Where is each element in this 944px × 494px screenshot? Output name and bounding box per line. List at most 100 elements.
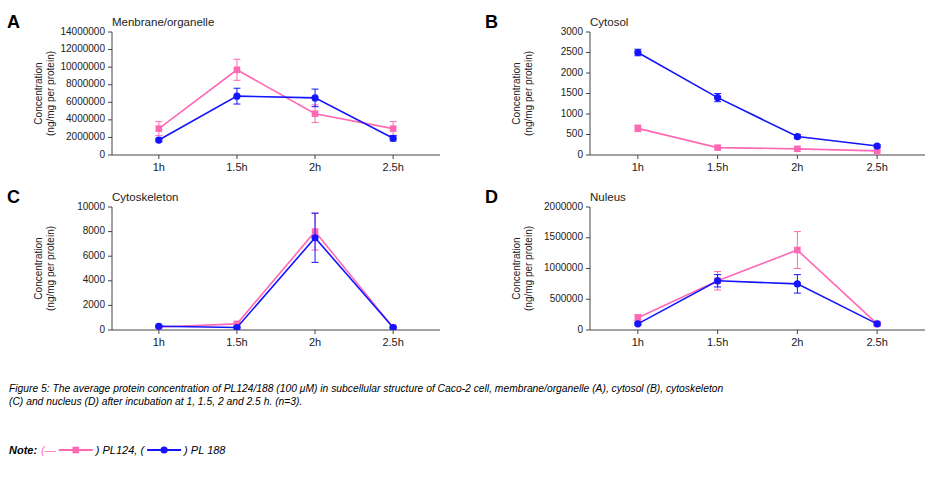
x-tick	[158, 155, 159, 159]
marker	[794, 280, 801, 287]
y-tick-label: 3000	[561, 26, 584, 37]
y-tick-label: 2000	[561, 67, 584, 78]
marker	[156, 324, 163, 330]
error-bar	[714, 94, 721, 102]
x-tick	[717, 330, 718, 334]
panel-title: Menbrane/organelle	[112, 16, 214, 28]
x-tick	[236, 155, 237, 159]
y-axis-label-line: (ng/mg per protein)	[523, 51, 534, 136]
x-tick-label: 1.5h	[707, 336, 728, 348]
marker	[714, 278, 721, 285]
marker	[874, 321, 881, 328]
y-axis-line	[112, 207, 113, 330]
y-tick-label: 0	[577, 149, 583, 160]
y-tick	[586, 155, 590, 156]
legend-marker	[72, 447, 79, 454]
marker	[714, 144, 721, 151]
x-tick	[236, 330, 237, 334]
y-tick	[108, 256, 112, 257]
y-tick-label: 12000000	[61, 43, 106, 54]
marker	[634, 320, 641, 327]
legend-marker	[160, 446, 167, 453]
y-tick-label: 10000	[77, 201, 105, 212]
plot-area	[155, 59, 396, 143]
x-axis-line	[590, 330, 925, 331]
marker	[794, 247, 801, 254]
x-tick-label: 1h	[632, 336, 644, 348]
y-tick	[108, 305, 112, 306]
marker	[156, 125, 163, 132]
y-tick	[586, 32, 590, 33]
x-axis-line	[112, 155, 440, 156]
plot-area	[634, 232, 880, 328]
x-tick	[797, 330, 798, 334]
marker	[311, 234, 318, 241]
y-tick-label: 1500	[561, 87, 584, 98]
panel-label: C	[7, 187, 20, 207]
marker	[390, 324, 397, 330]
y-tick	[108, 155, 112, 156]
error-bar	[794, 275, 801, 293]
note-text: ) PL 188	[182, 444, 226, 456]
series-line	[638, 250, 877, 324]
y-axis-label-line: Concentration	[33, 237, 44, 299]
panel-label: B	[485, 12, 498, 32]
panel-label: D	[485, 187, 498, 207]
plot-area	[155, 213, 396, 330]
x-tick-label: 1h	[153, 336, 165, 348]
x-tick-label: 2h	[309, 336, 321, 348]
error-bar	[233, 59, 240, 80]
y-tick-label: 500000	[550, 293, 584, 304]
marker	[312, 110, 319, 117]
y-tick	[108, 67, 112, 68]
y-axis-line	[112, 32, 113, 155]
error-bar	[312, 213, 319, 262]
marker	[155, 323, 162, 330]
panel-title: Cytosol	[590, 16, 628, 28]
y-tick	[108, 32, 112, 33]
series-line	[159, 238, 393, 328]
y-tick	[586, 299, 590, 300]
marker	[233, 93, 240, 100]
x-tick-label: 1.5h	[226, 336, 247, 348]
series-line	[638, 53, 877, 146]
marker	[233, 324, 240, 330]
x-tick	[637, 330, 638, 334]
error-bar	[312, 89, 319, 107]
x-tick	[393, 330, 394, 334]
y-tick	[108, 49, 112, 50]
note-text: (—	[41, 444, 57, 456]
panel-title: Cytoskeleton	[112, 191, 178, 203]
y-axis-label-line: Concentration	[33, 62, 44, 124]
y-axis-label: Concentration(ng/mg per protein)	[511, 226, 534, 311]
y-tick-label: 500	[566, 128, 583, 139]
y-tick-label: 2000	[83, 299, 106, 310]
x-tick	[393, 155, 394, 159]
x-tick-label: 2.5h	[866, 161, 887, 173]
caption-line: Figure 5: The average protein concentrat…	[9, 383, 723, 394]
y-axis-label: Concentration(ng/mg per protein)	[33, 51, 56, 136]
y-tick-label: 0	[577, 324, 583, 335]
marker	[794, 133, 801, 140]
error-bar	[634, 315, 641, 321]
y-tick-label: 1000000	[544, 262, 583, 273]
y-tick-label: 1000	[561, 108, 584, 119]
marker	[390, 135, 397, 142]
y-tick-label: 2000000	[544, 201, 583, 212]
error-bar	[714, 275, 721, 287]
y-tick-label: 6000	[83, 250, 106, 261]
y-tick	[108, 102, 112, 103]
x-tick-label: 1h	[632, 161, 644, 173]
error-bar	[390, 136, 397, 141]
x-tick-label: 1.5h	[226, 161, 247, 173]
y-tick	[108, 330, 112, 331]
series-line	[159, 232, 393, 328]
error-bar	[390, 122, 397, 136]
marker	[634, 49, 641, 56]
x-tick-label: 2h	[791, 336, 803, 348]
x-tick	[315, 155, 316, 159]
y-tick-label: 6000000	[66, 96, 105, 107]
marker	[635, 314, 642, 321]
y-axis-label-line: (ng/mg per protein)	[45, 51, 56, 136]
marker	[155, 136, 162, 143]
